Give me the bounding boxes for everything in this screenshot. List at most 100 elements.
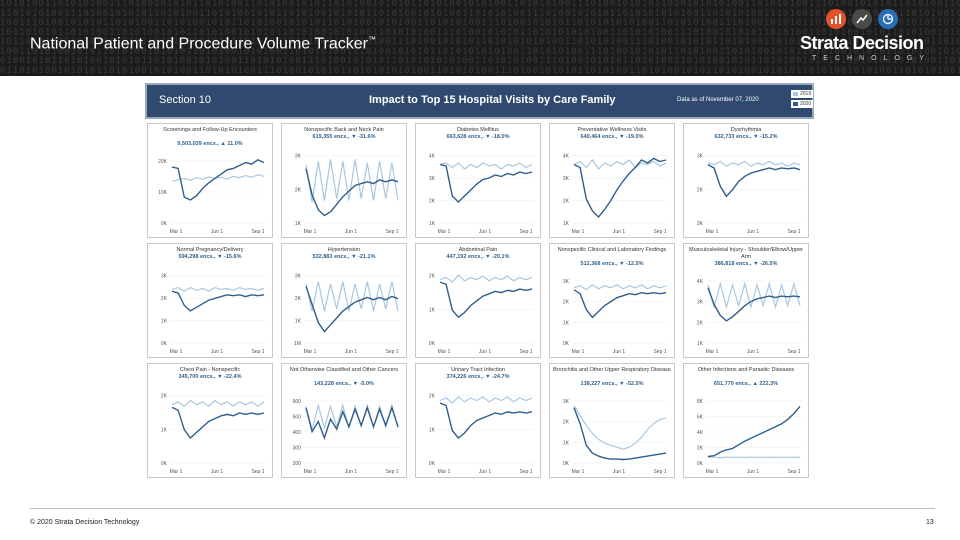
chart-panel: Nonspecific Clinical and Laboratory Find… — [549, 243, 675, 358]
y-tick-label: 0K — [429, 341, 436, 347]
x-tick-label: Jun 1 — [747, 349, 759, 355]
chart-panel: Other Infections and Parasitic Diseases 6… — [683, 363, 809, 478]
chart-title: Hypertension — [327, 247, 361, 253]
series-line-2020 — [171, 290, 265, 312]
x-tick-label: Mar 1 — [304, 349, 317, 355]
y-tick-label: 2K — [563, 199, 570, 205]
x-tick-label: Sep 1 — [251, 349, 264, 355]
encounter-count: 138,227 encs., — [580, 381, 620, 387]
y-tick-label: 2K — [563, 420, 570, 426]
y-tick-label: 3K — [563, 399, 570, 405]
series-line-2019 — [171, 174, 265, 182]
chart-stats: 9,503,039 encs., ▲ 11.0% — [150, 141, 270, 148]
percent-change: ▼ -20.1% — [485, 254, 510, 260]
brand-name: Strata Decision — [800, 33, 924, 53]
y-tick-label: 3K — [697, 221, 704, 227]
line-chart: 0K 1K 2K Mar 1 Jun 1 Sep 1 — [429, 274, 534, 355]
y-tick-label: 1K — [161, 319, 168, 325]
brand-subtitle: TECHNOLOGY — [812, 55, 932, 62]
x-tick-label: Mar 1 — [304, 229, 317, 235]
x-tick-label: Jun 1 — [211, 469, 223, 475]
percent-change: ▲ 222.3% — [752, 381, 779, 387]
x-tick-label: Sep 1 — [653, 349, 666, 355]
y-tick-label: 2K — [563, 300, 570, 306]
series-line-2020 — [707, 405, 801, 458]
series-line-2019 — [305, 281, 399, 312]
dashboard-title: Impact to Top 15 Hospital Visits by Care… — [369, 94, 616, 106]
logo-icons — [826, 9, 898, 29]
y-tick-label: 0K — [161, 461, 168, 467]
series-line-2020 — [305, 285, 399, 333]
dashboard-header: Section 10 Impact to Top 15 Hospital Vis… — [145, 83, 814, 119]
chart-title: Diabetes Mellitus — [457, 127, 499, 133]
line-chart: 0K 1K 2K Mar 1 Jun 1 Sep 1 — [429, 394, 534, 475]
y-tick-label: 1K — [429, 307, 436, 313]
chart-stats: 345,700 encs., ▼ -22.4% — [150, 374, 270, 381]
date-note: Data as of November 07, 2020 — [677, 97, 759, 103]
y-tick-label: 3K — [161, 274, 168, 280]
y-tick-label: 20K — [158, 159, 168, 165]
y-tick-label: 10K — [158, 190, 168, 196]
chart-panel: Normal Pregnancy/Delivery 594,298 encs., … — [147, 243, 273, 358]
y-tick-label: 2K — [429, 394, 436, 400]
encounter-count: 143,228 encs., — [314, 381, 353, 387]
y-tick-label: 3K — [429, 176, 436, 182]
series-line-2019 — [573, 158, 667, 170]
y-tick-label: 4K — [697, 430, 704, 436]
x-tick-label: Jun 1 — [479, 349, 491, 355]
series-line-2020 — [707, 287, 801, 322]
x-tick-label: Mar 1 — [572, 349, 585, 355]
x-tick-label: Jun 1 — [211, 349, 223, 355]
y-tick-label: 1K — [295, 319, 302, 325]
series-line-2019 — [439, 395, 533, 404]
percent-change: ▼ -22.4% — [217, 374, 242, 380]
x-tick-label: Mar 1 — [170, 229, 183, 235]
chart-stats: 143,228 encs., ▼ -5.0% — [284, 381, 404, 388]
encounter-count: 640,464 encs., — [580, 134, 620, 140]
y-tick-label: 0K — [563, 461, 570, 467]
chart-title: Nonspecific Clinical and Laboratory Find… — [557, 247, 667, 253]
y-tick-label: 1K — [295, 221, 302, 227]
percent-change: ▼ -52.5% — [619, 381, 644, 387]
encounter-count: 345,700 encs., — [178, 374, 218, 380]
percent-change: ▲ 11.0% — [220, 141, 243, 147]
y-tick-label: 1K — [697, 341, 704, 347]
chart-panel: Screenings and Follow-Up Encounters 9,503… — [147, 123, 273, 238]
percent-change: ▼ -26.5% — [753, 261, 778, 267]
x-tick-label: Jun 1 — [613, 349, 625, 355]
y-tick-label: 600 — [293, 399, 302, 405]
chart-title: Chest Pain - Nonspecific — [179, 367, 241, 373]
x-tick-label: Sep 1 — [787, 349, 800, 355]
encounter-count: 663,628 encs., — [446, 134, 486, 140]
x-tick-label: Jun 1 — [479, 469, 491, 475]
chart-title: Normal Pregnancy/Delivery — [176, 247, 244, 253]
encounter-count: 632,733 encs., — [714, 134, 754, 140]
encounter-count: 9,503,039 encs., — [177, 141, 221, 147]
line-chart: 0K 1K 2K 3K Mar 1 Jun 1 Sep 1 — [563, 279, 668, 355]
x-tick-label: Jun 1 — [345, 229, 357, 235]
y-tick-label: 2K — [429, 274, 436, 280]
encounter-count: 447,192 encs., — [446, 254, 486, 260]
encounter-count: 619,355 encs., — [312, 134, 352, 140]
chart-stats: 632,733 encs., ▼ -15.2% — [686, 134, 806, 141]
percent-change: ▼ -12.5% — [619, 261, 644, 267]
y-tick-label: 0K — [697, 461, 704, 467]
chart-panel: Abdominal Pain 447,192 encs., ▼ -20.1% 0K 1… — [415, 243, 541, 358]
x-tick-label: Jun 1 — [479, 229, 491, 235]
y-tick-label: 500 — [293, 414, 302, 420]
series-line-2019 — [707, 281, 801, 310]
y-tick-label: 4K — [429, 154, 436, 160]
y-tick-label: 1K — [563, 221, 570, 227]
x-tick-label: Jun 1 — [613, 469, 625, 475]
page-number: 13 — [926, 519, 934, 526]
encounter-count: 532,883 encs., — [312, 254, 352, 260]
x-tick-label: Mar 1 — [304, 469, 317, 475]
footer-copyright: © 2020 Strata Decision Technology — [30, 519, 140, 526]
chart-panel: Diabetes Mellitus 663,628 encs., ▼ -18.0%… — [415, 123, 541, 238]
series-line-2020 — [305, 168, 399, 217]
chart-stats: 594,298 encs., ▼ -15.6% — [150, 254, 270, 261]
y-tick-label: 8K — [697, 399, 704, 405]
encounter-count: 594,298 encs., — [178, 254, 218, 260]
x-tick-label: Mar 1 — [572, 229, 585, 235]
x-tick-label: Sep 1 — [787, 229, 800, 235]
